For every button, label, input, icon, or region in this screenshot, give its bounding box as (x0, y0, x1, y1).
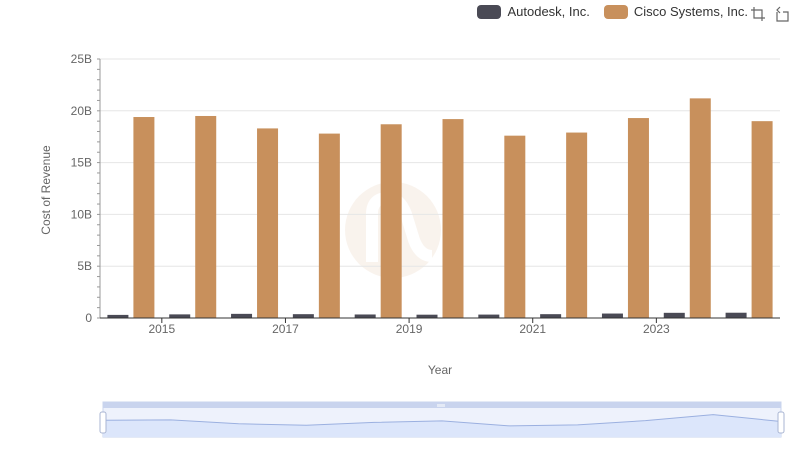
bar-cisco[interactable] (627, 118, 649, 318)
bar-cisco[interactable] (318, 133, 340, 318)
axes: 0 5B 10B 15B 20B 25B 2015 2017 2019 2021 2023 (71, 52, 780, 336)
bars (107, 98, 773, 319)
toolbox (750, 6, 790, 22)
y-tick-label: 20B (71, 104, 92, 118)
legend-item-cisco[interactable]: Cisco Systems, Inc. (603, 4, 748, 19)
bar-cisco[interactable] (380, 124, 402, 318)
zoom-reset-icon[interactable] (774, 6, 790, 22)
x-tick-label: 2019 (396, 322, 423, 336)
zoom-preview-area (103, 414, 781, 437)
bar-autodesk[interactable] (231, 313, 253, 318)
bar-autodesk[interactable] (107, 314, 129, 318)
y-tick-label: 5B (77, 259, 92, 273)
zoom-grip-icon[interactable] (437, 404, 445, 407)
bar-autodesk[interactable] (478, 314, 500, 318)
bar-cisco[interactable] (257, 128, 279, 318)
bar-autodesk[interactable] (354, 314, 376, 318)
x-tick-label: 2021 (519, 322, 546, 336)
bar-autodesk[interactable] (663, 312, 685, 318)
bar-cisco[interactable] (566, 132, 588, 318)
bar-cisco[interactable] (442, 119, 464, 318)
legend-label-cisco: Cisco Systems, Inc. (633, 4, 748, 19)
legend-label-autodesk: Autodesk, Inc. (507, 4, 590, 19)
bar-cisco[interactable] (751, 121, 773, 318)
bar-autodesk[interactable] (292, 314, 314, 318)
zoom-select-icon[interactable] (750, 6, 766, 22)
bar-cisco[interactable] (195, 115, 217, 318)
y-axis-title: Cost of Revenue (39, 145, 53, 235)
bar-cisco[interactable] (133, 117, 155, 319)
zoom-handle-right[interactable] (777, 411, 785, 434)
zoom-preview-line (102, 414, 782, 427)
legend-swatch-autodesk (477, 4, 502, 19)
y-tick-label: 25B (71, 52, 92, 66)
bar-autodesk[interactable] (540, 314, 562, 318)
bar-autodesk[interactable] (416, 314, 438, 318)
x-tick-label: 2023 (643, 322, 670, 336)
y-tick-label: 0 (85, 311, 92, 325)
x-axis-title: Year (428, 363, 452, 377)
zoom-handle-left[interactable] (99, 411, 107, 434)
legend-item-autodesk[interactable]: Autodesk, Inc. (477, 4, 590, 19)
data-zoom-slider[interactable] (99, 401, 785, 438)
bar-autodesk[interactable] (169, 314, 191, 318)
bar-autodesk[interactable] (725, 312, 747, 318)
bar-cisco[interactable] (504, 135, 526, 318)
y-tick-label: 15B (71, 156, 92, 170)
x-tick-label: 2017 (272, 322, 299, 336)
y-tick-label: 10B (71, 207, 92, 221)
legend-swatch-cisco (603, 4, 628, 19)
x-tick-label: 2015 (148, 322, 175, 336)
bar-autodesk[interactable] (601, 313, 623, 318)
legend: Autodesk, Inc. Cisco Systems, Inc. (477, 4, 748, 19)
bar-cisco[interactable] (689, 98, 711, 318)
